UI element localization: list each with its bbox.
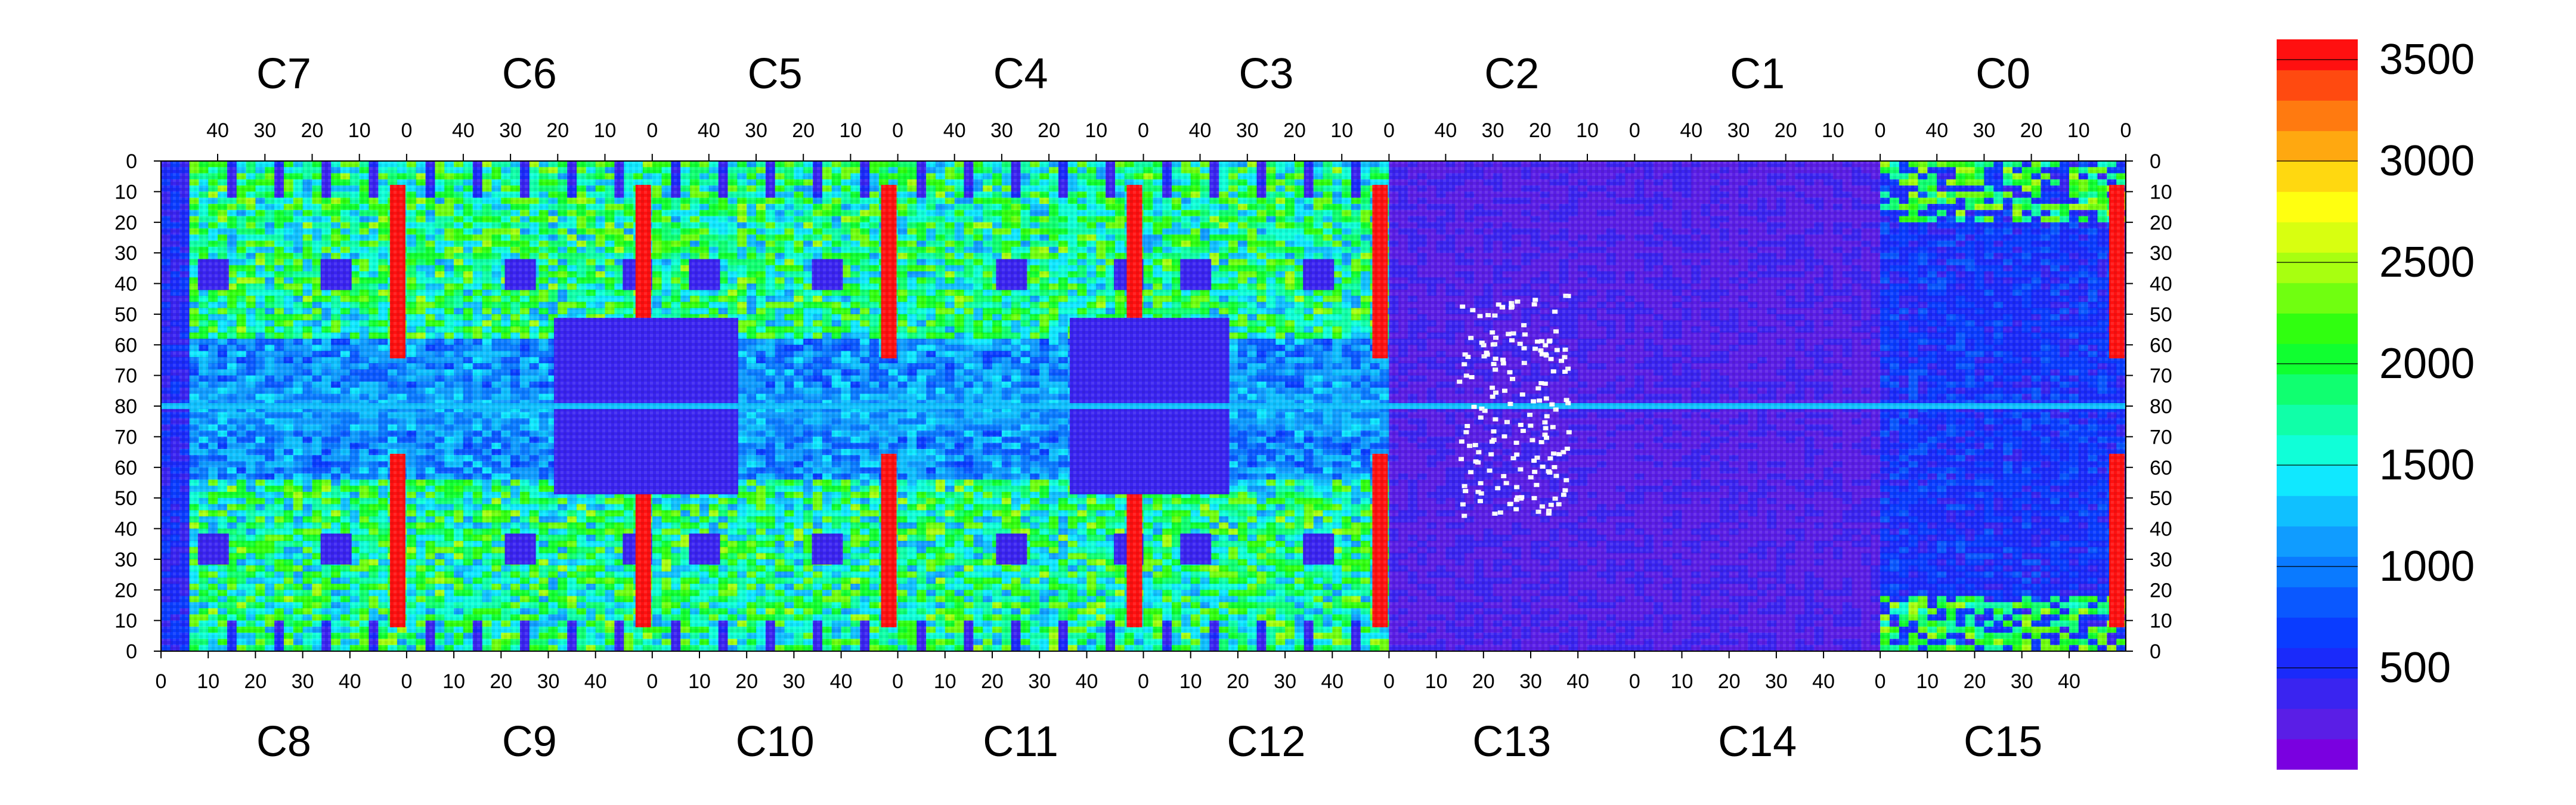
hitmap-plot-area xyxy=(160,160,2126,652)
